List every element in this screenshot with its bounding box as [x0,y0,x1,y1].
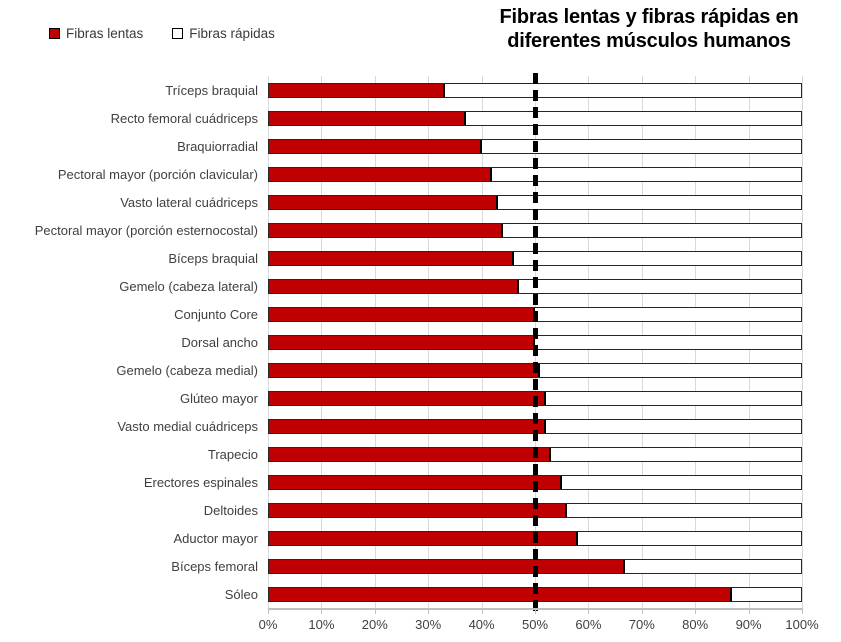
x-tick-mark-icon [321,609,323,614]
x-tick-label: 40% [468,617,495,632]
slow-fiber-segment [269,251,514,265]
category-label: Conjunto Core [174,306,258,322]
slow-fiber-segment [269,531,578,545]
slow-fiber-segment [269,335,535,349]
x-tick-mark-icon [481,609,483,614]
chart-row: Erectores espinales [0,468,802,496]
chart-row: Bíceps femoral [0,552,802,580]
chart-area: Tríceps braquial Recto femoral cuádriceps… [0,73,841,642]
category-label: Erectores espinales [143,474,258,490]
slow-fiber-segment [269,587,732,601]
chart-row: Trapecio [0,440,802,468]
legend-label-fast: Fibras rápidas [189,26,275,41]
x-tick-mark-icon [535,609,536,614]
x-tick-mark-icon [695,609,697,614]
x-axis-ticks [268,609,803,615]
x-tick-label: 60% [575,617,602,632]
x-tick-label: 100% [785,617,819,632]
category-label: Recto femoral cuádriceps [110,110,258,126]
x-tick-label: 20% [361,617,388,632]
chart-row: Braquiorradial [0,132,802,160]
chart-row: Pectoral mayor (porción clavicular) [0,160,802,188]
x-tick-mark-icon [588,609,590,614]
chart-row: Bíceps braquial [0,244,802,272]
slow-fiber-segment [269,223,504,237]
chart-title-line1: Fibras lentas y fibras rápidas en [499,6,799,28]
chart-title-line2: diferentes músculos humanos [507,30,791,52]
slow-fiber-segment [269,167,493,181]
category-label: Gemelo (cabeza medial) [116,362,258,378]
legend: Fibras lentas Fibras rápidas [49,26,275,41]
chart-row: Aductor mayor [0,524,802,552]
x-tick-label: 50% [521,617,549,632]
category-label: Deltoides [203,502,258,518]
slow-fiber-segment [269,307,535,321]
chart-row: Gemelo (cabeza medial) [0,356,802,384]
chart-row: Tríceps braquial [0,76,802,104]
chart-row: Deltoides [0,496,802,524]
category-label: Braquiorradial [177,138,258,154]
x-tick-mark-icon [268,609,269,614]
x-axis-labels: 0% 10% 20% 30% 40% 50% 60% 70% 80% 90% 100% [259,617,819,637]
bar-rows: Tríceps braquial Recto femoral cuádriceps… [0,76,802,608]
chart-row: Gemelo (cabeza lateral) [0,272,802,300]
chart-row: Recto femoral cuádriceps [0,104,802,132]
chart-row: Vasto medial cuádriceps [0,412,802,440]
slow-fibers-swatch-icon [49,28,60,39]
category-label: Pectoral mayor (porción clavicular) [57,166,258,182]
legend-item-slow-fibers: Fibras lentas [49,26,143,41]
category-label: Tríceps braquial [165,82,258,98]
x-tick-mark-icon [374,609,376,614]
category-label: Aductor mayor [173,530,258,546]
legend-item-fast-fibers: Fibras rápidas [172,26,275,41]
fast-fibers-swatch-icon [172,28,184,39]
category-label: Vasto medial cuádriceps [117,418,258,434]
x-tick-mark-icon [428,609,430,614]
slow-fiber-segment [269,279,520,293]
slow-fiber-segment [269,475,562,489]
legend-label-slow: Fibras lentas [66,26,144,41]
chart-row: Dorsal ancho [0,328,802,356]
slow-fiber-segment [269,111,466,125]
x-tick-label: 80% [682,617,709,632]
slow-fiber-segment [269,139,482,153]
x-tick-mark-icon [641,609,643,614]
slow-fiber-segment [269,503,567,517]
slow-fiber-segment [269,419,546,433]
chart-row: Pectoral mayor (porción esternocostal) [0,216,802,244]
x-tick-label: 0% [258,617,278,632]
x-tick-label: 90% [735,617,762,632]
x-tick-mark-icon [802,609,803,614]
x-tick-mark-icon [748,609,750,614]
chart-row: Conjunto Core [0,300,802,328]
category-label: Glúteo mayor [179,390,258,406]
chart-row: Glúteo mayor [0,384,802,412]
category-label: Gemelo (cabeza lateral) [119,278,258,294]
category-label: Sóleo [224,586,258,602]
slow-fiber-segment [269,363,541,377]
category-label: Vasto lateral cuádriceps [120,194,258,210]
chart-title: Fibras lentas y fibras rápidas en difere… [458,5,840,53]
slow-fiber-segment [269,391,546,405]
slow-fiber-segment [269,195,498,209]
chart-row: Sóleo [0,580,802,608]
slow-fiber-segment [269,559,626,573]
x-tick-label: 10% [308,617,335,632]
x-tick-label: 70% [628,617,655,632]
fifty-percent-reference-line [533,73,538,615]
chart-row: Vasto lateral cuádriceps [0,188,802,216]
bar-track [268,502,802,518]
slow-fiber-segment [269,447,551,461]
category-label: Dorsal ancho [181,334,258,350]
category-label: Bíceps braquial [168,250,258,266]
x-axis-line [268,608,803,610]
gridline [802,76,803,608]
category-label: Bíceps femoral [171,558,258,574]
slow-fiber-segment [269,83,445,97]
category-label: Trapecio [207,446,258,462]
x-tick-label: 30% [415,617,442,632]
stacked-bar [268,502,802,518]
category-label: Pectoral mayor (porción esternocostal) [34,222,258,238]
